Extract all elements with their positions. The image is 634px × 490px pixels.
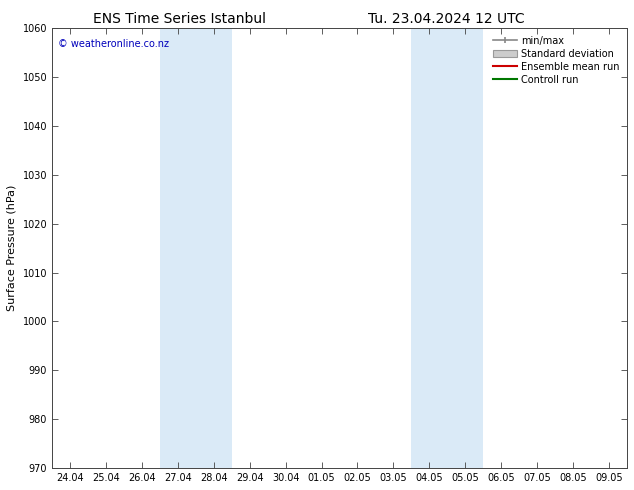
Text: Tu. 23.04.2024 12 UTC: Tu. 23.04.2024 12 UTC [368,12,524,26]
Bar [160,28,231,468]
Bar [411,28,483,468]
Text: © weatheronline.co.nz: © weatheronline.co.nz [58,39,169,49]
Legend: min/max, Standard deviation, Ensemble mean run, Controll run: min/max, Standard deviation, Ensemble me… [489,33,622,88]
Text: ENS Time Series Istanbul: ENS Time Series Istanbul [93,12,266,26]
Y-axis label: Surface Pressure (hPa): Surface Pressure (hPa) [7,185,17,311]
